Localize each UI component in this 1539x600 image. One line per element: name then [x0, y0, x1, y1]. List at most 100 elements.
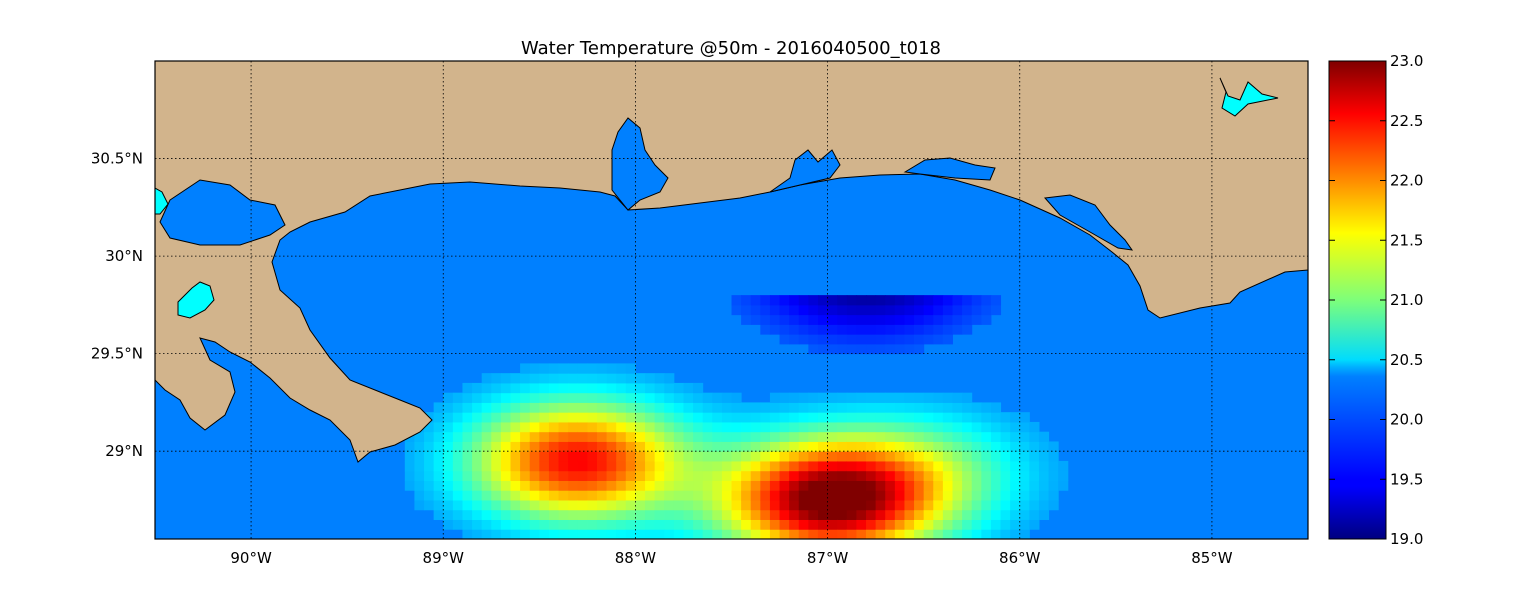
temperature-cell — [894, 519, 905, 530]
temperature-cell — [875, 509, 886, 520]
temperature-cell — [452, 519, 463, 530]
temperature-cell — [914, 295, 925, 306]
temperature-cell — [808, 499, 819, 511]
temperature-cell — [914, 304, 925, 316]
temperature-cell — [933, 519, 944, 530]
temperature-cell — [952, 509, 963, 520]
temperature-cell — [856, 460, 867, 472]
temperature-cell — [817, 441, 829, 452]
temperature-cell — [990, 431, 1002, 442]
temperature-cell — [923, 421, 934, 433]
temperature-cell — [914, 509, 925, 520]
temperature-cell — [443, 421, 454, 433]
temperature-cell — [923, 334, 934, 345]
temperature-cell — [846, 392, 857, 403]
temperature-cell — [529, 441, 540, 452]
temperature-cell — [789, 314, 800, 325]
temperature-cell — [779, 529, 790, 539]
temperature-cell — [808, 304, 819, 316]
temperature-cell — [587, 499, 598, 511]
temperature-cell — [875, 304, 886, 316]
temperature-cell — [596, 421, 608, 433]
temperature-cell — [693, 421, 704, 433]
temperature-cell — [529, 509, 540, 520]
temperature-cell — [414, 470, 425, 481]
temperature-cell — [769, 295, 781, 306]
temperature-cell — [837, 304, 848, 316]
temperature-cell — [990, 519, 1002, 530]
temperature-cell — [558, 460, 569, 472]
temperature-cell — [914, 402, 925, 413]
temperature-cell — [942, 314, 953, 325]
temperature-cell — [981, 480, 992, 491]
temperature-cell — [625, 363, 636, 374]
temperature-cell — [894, 295, 905, 306]
st-andrews-bay — [1043, 194, 1134, 251]
temperature-cell — [750, 519, 761, 530]
temperature-cell — [942, 295, 953, 306]
temperature-cell — [952, 392, 963, 403]
temperature-cell — [673, 529, 684, 539]
temperature-cell — [596, 519, 608, 530]
temperature-cell — [1038, 460, 1050, 472]
temperature-cell — [1000, 490, 1011, 501]
temperature-cell — [616, 490, 627, 501]
temperature-cell — [769, 470, 781, 481]
temperature-cell — [914, 519, 925, 530]
temperature-cell — [414, 451, 425, 462]
temperature-cell — [798, 460, 809, 472]
temperature-cell — [693, 441, 704, 452]
temperature-cell — [596, 363, 608, 374]
temperature-cell — [500, 499, 512, 511]
temperature-cell — [510, 421, 521, 433]
temperature-cell — [750, 412, 761, 423]
temperature-cell — [1010, 451, 1021, 462]
temperature-cell — [1000, 499, 1011, 511]
temperature-cell — [866, 304, 877, 316]
temperature-cell — [875, 412, 886, 423]
temperature-cell — [837, 451, 848, 462]
temperature-cell — [942, 421, 953, 433]
temperature-cell — [914, 324, 925, 335]
temperature-cell — [616, 412, 627, 423]
temperature-cell — [577, 499, 588, 511]
temperature-cell — [510, 519, 521, 530]
temperature-cell — [433, 441, 444, 452]
temperature-cell — [923, 324, 934, 335]
temperature-cell — [481, 519, 492, 530]
temperature-cell — [750, 451, 761, 462]
temperature-cell — [654, 373, 665, 384]
temperature-cell — [981, 441, 992, 452]
temperature-cell — [789, 421, 800, 433]
temperature-cell — [1000, 441, 1011, 452]
temperature-cell — [942, 480, 953, 491]
temperature-cell — [645, 529, 656, 539]
temperature-cell — [837, 324, 848, 335]
temperature-cell — [779, 402, 790, 413]
temperature-cell — [971, 451, 982, 462]
temperature-cell — [914, 431, 925, 442]
temperature-cell — [894, 480, 905, 491]
temperature-cell — [462, 480, 473, 491]
temperature-cell — [596, 529, 608, 539]
temperature-cell — [635, 519, 646, 530]
temperature-cell — [990, 451, 1002, 462]
temperature-cell — [933, 304, 944, 316]
temperature-cell — [846, 519, 857, 530]
temperature-cell — [587, 421, 598, 433]
temperature-cell — [1029, 470, 1040, 481]
temperature-cell — [625, 412, 636, 423]
temperature-cell — [529, 402, 540, 413]
temperature-cell — [981, 402, 992, 413]
temperature-cell — [885, 529, 896, 539]
temperature-cell — [990, 509, 1002, 520]
temperature-cell — [548, 480, 560, 491]
temperature-cell — [577, 509, 588, 520]
temperature-cell — [962, 460, 973, 472]
temperature-cell — [491, 509, 502, 520]
temperature-cell — [894, 412, 905, 423]
temperature-cell — [683, 402, 694, 413]
temperature-cell — [885, 480, 896, 491]
temperature-cell — [683, 412, 694, 423]
